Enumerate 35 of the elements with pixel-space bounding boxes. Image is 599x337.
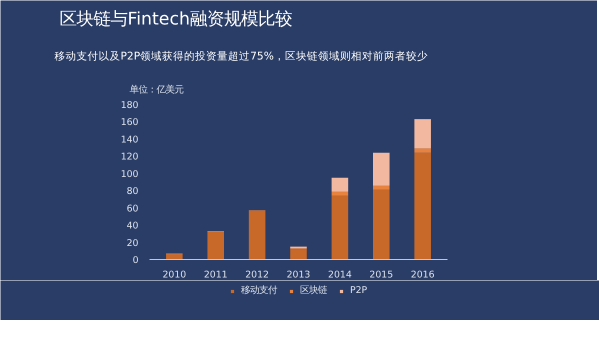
y-tick-label: 60 — [126, 203, 139, 214]
x-tick-label: 2015 — [369, 270, 394, 280]
y-tick-label: 160 — [120, 117, 139, 128]
x-tick-label: 2010 — [162, 270, 186, 280]
y-tick-label: 0 — [132, 255, 139, 266]
y-tick-label: 180 — [120, 100, 139, 111]
legend-label: 区块链 — [300, 284, 327, 297]
y-tick-label: 100 — [120, 168, 139, 180]
bar — [414, 148, 431, 153]
bar — [414, 119, 431, 148]
bar — [373, 185, 390, 190]
bar — [373, 190, 390, 260]
y-tick-label: 120 — [120, 152, 139, 163]
x-tick-label: 2011 — [204, 270, 228, 280]
x-tick-label: 2016 — [410, 270, 435, 280]
bar — [373, 152, 390, 186]
legend-label: 移动支付 — [241, 284, 277, 297]
y-tick-label: 20 — [126, 238, 139, 249]
bar — [332, 196, 348, 260]
bar — [248, 211, 266, 260]
bar — [414, 152, 431, 260]
chart-subtitle: 移动支付以及P2P领域获得的投资量超过75%，区块链领域则相对前两者较少 — [54, 50, 428, 62]
x-tick-label: 2013 — [286, 270, 310, 280]
y-tick-label: 40 — [126, 220, 139, 232]
x-tick-label: 2014 — [328, 270, 352, 280]
y-tick-label: 80 — [126, 186, 139, 198]
y-tick-label: 140 — [120, 134, 139, 146]
legend-label: P2P — [350, 285, 368, 296]
y-axis-title: 单位：亿美元 — [130, 84, 184, 96]
chart-title: 区块链与Fintech融资规模比较 — [60, 10, 292, 30]
bar — [332, 191, 348, 196]
bar — [207, 232, 224, 260]
bar — [332, 178, 348, 192]
bar — [290, 249, 307, 260]
x-tick-label: 2012 — [245, 270, 269, 280]
